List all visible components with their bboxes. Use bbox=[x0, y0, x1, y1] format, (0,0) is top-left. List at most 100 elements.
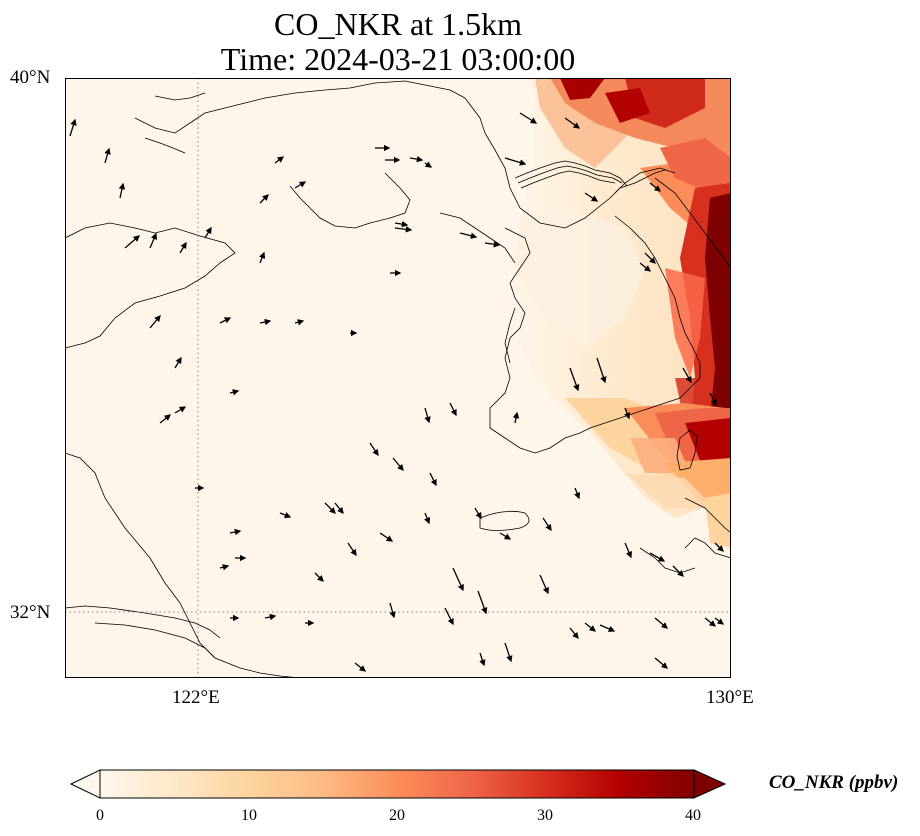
wind-vector-arrow bbox=[452, 567, 464, 592]
map-title-line1: CO_NKR at 1.5km bbox=[274, 6, 522, 42]
wind-vector-arrow bbox=[204, 226, 212, 239]
wind-vector-arrow bbox=[149, 232, 157, 249]
wind-vector-arrow bbox=[504, 642, 513, 663]
wind-vector-arrow bbox=[259, 251, 266, 264]
wind-vector-arrow bbox=[394, 220, 409, 228]
wind-vector-arrow bbox=[539, 574, 549, 595]
wind-vector-arrow bbox=[644, 252, 656, 264]
wind-vector-arrow bbox=[159, 414, 172, 424]
wind-vector-arrow bbox=[569, 627, 579, 640]
wind-vector-arrow bbox=[519, 112, 538, 124]
wind-vector-arrow bbox=[424, 407, 431, 424]
wind-vector-arrow bbox=[69, 118, 77, 137]
colorbar-max-extend bbox=[693, 769, 727, 799]
wind-vector-arrow bbox=[564, 117, 581, 129]
wind-vector-arrow bbox=[599, 624, 616, 632]
map-frame bbox=[65, 78, 731, 678]
wind-vector-arrow bbox=[709, 392, 717, 407]
wind-vector-arrow bbox=[569, 367, 580, 392]
wind-vector-arrow bbox=[174, 406, 187, 414]
wind-vector-arrow bbox=[104, 147, 111, 164]
colorbar-label: CO_NKR (ppbv) bbox=[769, 772, 899, 793]
wind-vector-arrow bbox=[624, 407, 631, 420]
wind-vector-arrow bbox=[654, 657, 668, 669]
wind-vector-arrow bbox=[714, 542, 724, 552]
wind-vector-arrow bbox=[424, 161, 433, 168]
colorbar-tick-20: 20 bbox=[389, 807, 405, 824]
wind-vector-arrow bbox=[704, 617, 717, 627]
wind-vector-arrow bbox=[484, 241, 501, 248]
wind-vector-arrow bbox=[459, 232, 478, 239]
colorbar-tick-30: 30 bbox=[537, 807, 553, 824]
wind-vector-arrow bbox=[394, 226, 413, 233]
wind-vector-arrow bbox=[124, 235, 140, 249]
wind-vector-arrow bbox=[654, 617, 668, 629]
wind-vector-arrow bbox=[389, 602, 396, 619]
map-plot bbox=[60, 77, 732, 683]
wind-vector-arrow bbox=[149, 315, 161, 329]
wind-vector-arrow bbox=[639, 262, 652, 272]
colorbar-tick-10: 10 bbox=[241, 807, 257, 824]
wind-vector-arrow bbox=[379, 532, 394, 542]
wind-vector-arrow bbox=[354, 662, 367, 672]
wind-vectors bbox=[69, 112, 725, 672]
co-concentration-field bbox=[505, 78, 731, 548]
wind-vector-arrow bbox=[294, 181, 307, 189]
colorbar-tick-0: 0 bbox=[96, 807, 104, 824]
colorbar-tick-40: 40 bbox=[685, 807, 701, 824]
colorbar bbox=[69, 769, 727, 799]
wind-vector-arrow bbox=[714, 617, 725, 625]
wind-vector-arrow bbox=[504, 157, 527, 166]
colorbar-min-extend bbox=[69, 769, 101, 799]
wind-vector-arrow bbox=[392, 457, 404, 471]
wind-vector-arrow bbox=[334, 502, 344, 515]
wind-vector-arrow bbox=[294, 319, 305, 326]
wind-vector-arrow bbox=[229, 389, 240, 396]
wind-vector-arrow bbox=[477, 590, 488, 615]
wind-vector-arrow bbox=[424, 512, 431, 525]
map-gridlines bbox=[65, 78, 731, 678]
wind-vector-arrow bbox=[179, 241, 187, 254]
wind-vector-arrow bbox=[279, 512, 292, 519]
wind-vector-arrow bbox=[229, 528, 242, 536]
wind-vector-arrow bbox=[682, 367, 692, 384]
wind-vector-arrow bbox=[574, 487, 581, 500]
lon-tick-130e: 130°E bbox=[706, 687, 754, 708]
map-panel bbox=[60, 77, 732, 683]
wind-vector-arrow bbox=[259, 194, 269, 204]
wind-vector-arrow bbox=[314, 572, 324, 582]
wind-vector-arrow bbox=[474, 507, 482, 520]
wind-vector-arrow bbox=[449, 402, 457, 417]
wind-vector-arrow bbox=[259, 318, 272, 326]
wind-vector-arrow bbox=[274, 156, 285, 164]
wind-vector-arrow bbox=[649, 552, 666, 562]
wind-vector-arrow bbox=[512, 411, 520, 424]
colorbar-gradient bbox=[99, 769, 695, 799]
wind-vector-arrow bbox=[409, 155, 424, 163]
wind-vector-arrow bbox=[369, 442, 379, 457]
wind-vector-arrow bbox=[542, 517, 552, 532]
wind-vector-arrow bbox=[324, 502, 336, 514]
wind-vector-arrow bbox=[649, 182, 662, 192]
lon-tick-122e: 122°E bbox=[172, 687, 220, 708]
wind-vector-arrow bbox=[479, 652, 486, 667]
wind-vector-arrow bbox=[584, 192, 599, 202]
wind-vector-arrow bbox=[219, 564, 230, 571]
wind-vector-arrow bbox=[596, 357, 607, 384]
colorbar-svg bbox=[69, 769, 727, 799]
coastlines bbox=[65, 80, 731, 678]
wind-vector-arrow bbox=[584, 622, 597, 632]
wind-vector-arrow bbox=[347, 542, 357, 557]
wind-vector-arrow bbox=[499, 532, 512, 540]
wind-vector-arrow bbox=[174, 356, 182, 369]
wind-vector-arrow bbox=[624, 542, 632, 559]
lat-tick-32n: 32°N bbox=[10, 602, 51, 623]
wind-vector-arrow bbox=[429, 472, 437, 487]
lat-tick-40n: 40°N bbox=[10, 67, 51, 88]
wind-vector-arrow bbox=[264, 613, 277, 621]
map-title-line2: Time: 2024-03-21 03:00:00 bbox=[220, 41, 576, 77]
wind-vector-arrow bbox=[118, 182, 126, 199]
wind-vector-arrow bbox=[672, 565, 684, 577]
wind-vector-arrow bbox=[444, 607, 454, 626]
wind-vector-arrow bbox=[219, 317, 232, 324]
